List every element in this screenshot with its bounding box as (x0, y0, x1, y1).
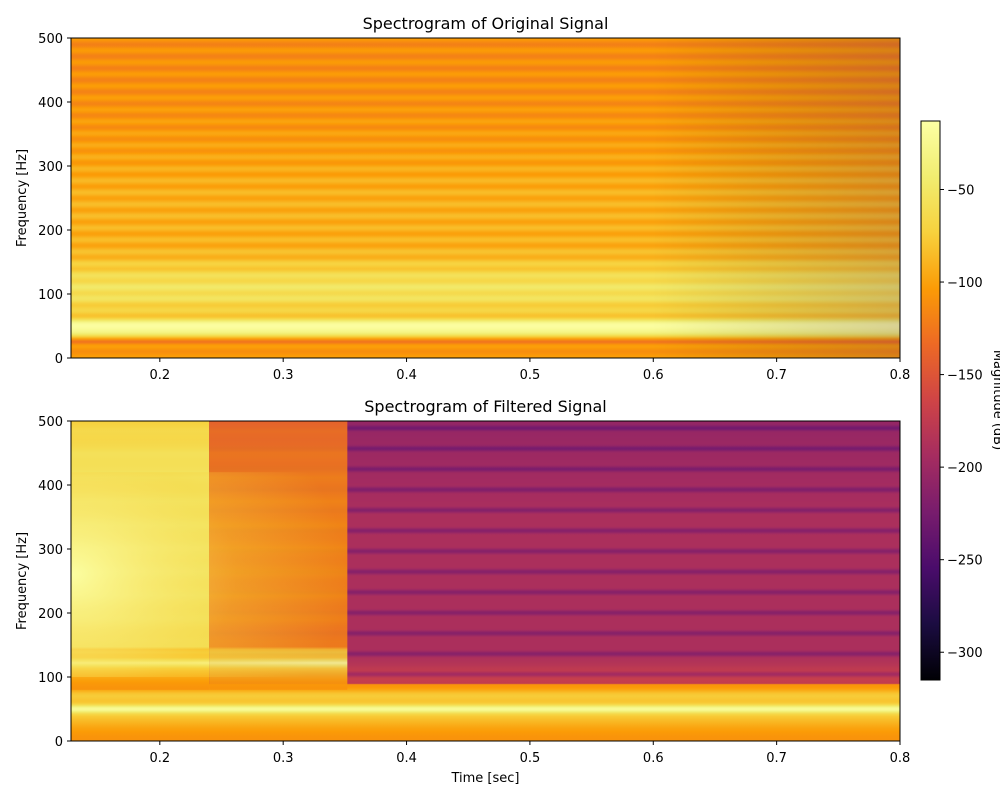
colorbar-ticks: −50 −100 −150 −200 −250 −300 (940, 183, 983, 661)
heatmap-filtered (71, 421, 900, 741)
x-tick-label: 0.8 (890, 368, 911, 383)
x-tick-label: 0.4 (396, 368, 417, 383)
y-tick-label: 100 (38, 288, 63, 303)
y-tick-label: 0 (55, 735, 63, 750)
colorbar-tick-label: −150 (947, 369, 983, 384)
x-axis-original: 0.2 0.3 0.4 0.5 0.6 0.7 0.8 (149, 358, 910, 383)
y-axis-filtered: 0 100 200 300 400 500 (38, 415, 71, 750)
x-axis-label: Time [sec] (450, 771, 519, 786)
x-tick-label: 0.5 (520, 751, 541, 766)
y-axis-label-filtered: Frequency [Hz] (15, 532, 30, 630)
colorbar-tick-label: −50 (947, 183, 974, 198)
panel-filtered: Spectrogram of Filtered Signal 0.2 0.3 0.4… (15, 397, 910, 786)
colorbar: −50 −100 −150 −200 −250 −300 Magnitude (dB) (920, 120, 1000, 681)
y-tick-label: 500 (38, 32, 63, 47)
y-tick-label: 300 (38, 543, 63, 558)
y-tick-label: 200 (38, 607, 63, 622)
y-tick-label: 0 (55, 352, 63, 367)
y-tick-label: 100 (38, 671, 63, 686)
heatmap-late-shading-original (71, 38, 900, 358)
colorbar-gradient (920, 120, 941, 681)
x-tick-label: 0.3 (273, 368, 294, 383)
y-tick-label: 200 (38, 224, 63, 239)
y-axis-label-original: Frequency [Hz] (15, 149, 30, 247)
x-tick-label: 0.6 (643, 751, 664, 766)
x-tick-label: 0.2 (149, 751, 170, 766)
colorbar-label: Magnitude (dB) (990, 350, 1000, 450)
colorbar-tick-label: −250 (947, 554, 983, 569)
x-tick-label: 0.7 (766, 751, 787, 766)
axes-frame-filtered (70, 420, 901, 742)
colorbar-tick-label: −100 (947, 276, 983, 291)
x-tick-label: 0.8 (890, 751, 911, 766)
colorbar-tick-label: −200 (947, 461, 983, 476)
y-tick-label: 300 (38, 160, 63, 175)
x-tick-label: 0.4 (396, 751, 417, 766)
x-tick-label: 0.2 (149, 368, 170, 383)
heatmap-original (71, 38, 900, 358)
axes-frame-original (70, 37, 901, 359)
colorbar-tick-label: −300 (947, 646, 983, 661)
x-tick-label: 0.6 (643, 368, 664, 383)
x-tick-label: 0.3 (273, 751, 294, 766)
x-axis-filtered: 0.2 0.3 0.4 0.5 0.6 0.7 0.8 (149, 741, 910, 766)
panel-original: Spectrogram of Original Signal 0.2 0.3 0.4… (15, 14, 910, 383)
heatmap-transient-peak (71, 472, 348, 677)
chart-title-filtered: Spectrogram of Filtered Signal (364, 397, 606, 416)
x-tick-label: 0.5 (520, 368, 541, 383)
chart-title-original: Spectrogram of Original Signal (363, 14, 609, 33)
y-tick-label: 400 (38, 479, 63, 494)
x-tick-label: 0.7 (766, 368, 787, 383)
y-tick-label: 500 (38, 415, 63, 430)
y-tick-label: 400 (38, 96, 63, 111)
y-axis-original: 0 100 200 300 400 500 (38, 32, 71, 367)
